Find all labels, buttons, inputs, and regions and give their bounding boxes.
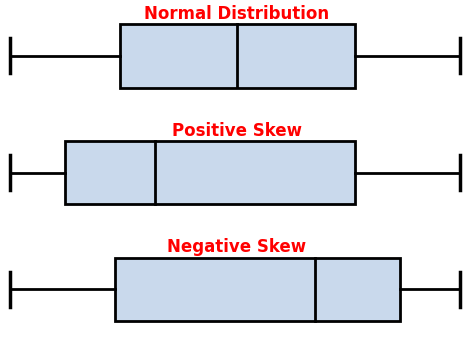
- Text: Normal Distribution: Normal Distribution: [145, 5, 329, 23]
- Bar: [65, 141, 355, 204]
- Text: Negative Skew: Negative Skew: [167, 238, 307, 256]
- Bar: [115, 258, 400, 321]
- Bar: [120, 24, 355, 88]
- Text: Positive Skew: Positive Skew: [172, 121, 302, 140]
